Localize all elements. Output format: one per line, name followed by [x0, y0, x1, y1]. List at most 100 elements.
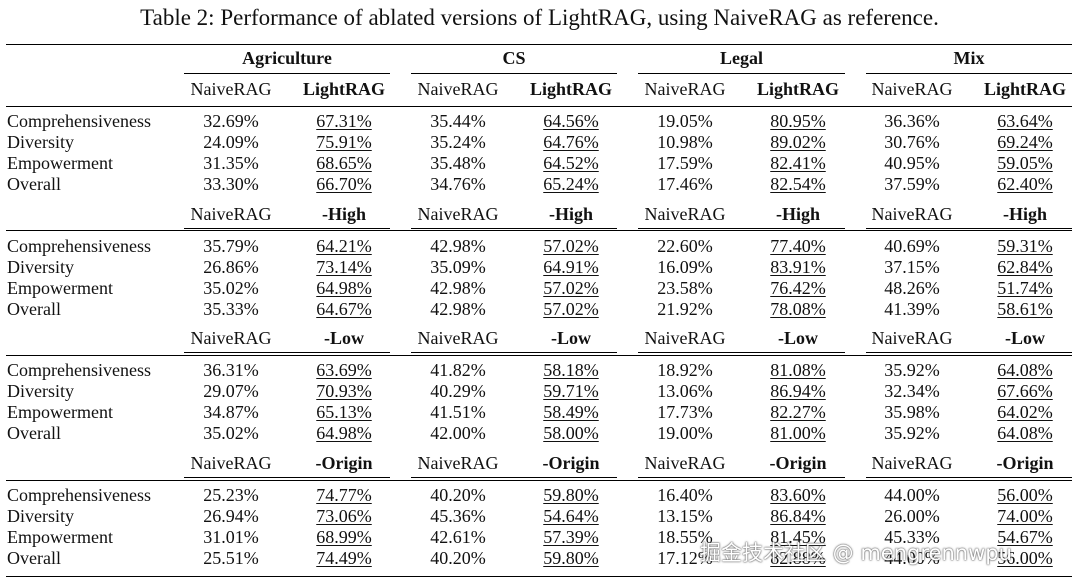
- metric-label: Comprehensiveness: [7, 360, 151, 380]
- winrate-naiverag: 40.95%: [884, 153, 940, 173]
- winrate-lightrag: 58.49%: [543, 402, 599, 422]
- winrate-naiverag: 40.69%: [884, 236, 940, 256]
- winrate-naiverag: 35.98%: [884, 402, 940, 422]
- winrate-lightrag: 70.93%: [316, 381, 372, 401]
- winrate-naiverag: 35.79%: [203, 236, 259, 256]
- winrate-lightrag: 64.56%: [543, 111, 599, 131]
- metric-label: Overall: [7, 299, 61, 319]
- winrate-naiverag: 25.23%: [203, 485, 259, 505]
- winrate-naiverag: 37.15%: [884, 257, 940, 277]
- variant-cmidrule: [866, 352, 1072, 353]
- winrate-lightrag: 65.24%: [543, 174, 599, 194]
- variant-header: -Origin: [769, 453, 827, 473]
- winrate-lightrag: 65.13%: [316, 402, 372, 422]
- winrate-naiverag: 44.00%: [884, 485, 940, 505]
- winrate-naiverag: 35.92%: [884, 423, 940, 443]
- block-rule: [6, 230, 1072, 231]
- winrate-naiverag: 17.12%: [657, 548, 713, 568]
- winrate-lightrag: 86.84%: [770, 506, 826, 526]
- domain-header: Mix: [953, 48, 985, 68]
- winrate-naiverag: 42.98%: [430, 299, 486, 319]
- metric-label: Empowerment: [7, 153, 113, 173]
- winrate-naiverag: 45.33%: [884, 527, 940, 547]
- winrate-lightrag: 83.91%: [770, 257, 826, 277]
- variant-cmidrule: [638, 228, 845, 229]
- winrate-lightrag: 63.64%: [997, 111, 1053, 131]
- variant-header: -Origin: [542, 453, 600, 473]
- winrate-naiverag: 40.20%: [430, 485, 486, 505]
- baseline-header: NaiveRAG: [417, 453, 499, 473]
- baseline-header: NaiveRAG: [190, 79, 272, 99]
- winrate-lightrag: 62.84%: [997, 257, 1053, 277]
- winrate-lightrag: 64.52%: [543, 153, 599, 173]
- winrate-lightrag: 81.45%: [770, 527, 826, 547]
- winrate-lightrag: 74.00%: [997, 506, 1053, 526]
- metric-label: Comprehensiveness: [7, 485, 151, 505]
- baseline-header: NaiveRAG: [644, 453, 726, 473]
- winrate-lightrag: 56.00%: [997, 485, 1053, 505]
- variant-header: -Low: [551, 328, 591, 348]
- block-rule: [6, 355, 1072, 356]
- winrate-lightrag: 82.54%: [770, 174, 826, 194]
- top-rule: [6, 44, 1072, 45]
- winrate-naiverag: 41.51%: [430, 402, 486, 422]
- winrate-naiverag: 41.82%: [430, 360, 486, 380]
- metric-label: Empowerment: [7, 278, 113, 298]
- variant-header: LightRAG: [756, 79, 839, 99]
- domain-cmidrule: [184, 73, 390, 74]
- metric-label: Empowerment: [7, 402, 113, 422]
- domain-header: CS: [502, 48, 526, 68]
- winrate-lightrag: 78.08%: [770, 299, 826, 319]
- winrate-naiverag: 31.35%: [203, 153, 259, 173]
- winrate-lightrag: 58.18%: [543, 360, 599, 380]
- winrate-naiverag: 42.61%: [430, 527, 486, 547]
- winrate-lightrag: 67.31%: [316, 111, 372, 131]
- winrate-naiverag: 37.59%: [884, 174, 940, 194]
- variant-cmidrule: [866, 477, 1072, 478]
- winrate-naiverag: 35.33%: [203, 299, 259, 319]
- winrate-naiverag: 48.26%: [884, 278, 940, 298]
- winrate-naiverag: 44.00%: [884, 548, 940, 568]
- winrate-lightrag: 57.39%: [543, 527, 599, 547]
- winrate-lightrag: 64.91%: [543, 257, 599, 277]
- baseline-header: NaiveRAG: [871, 79, 953, 99]
- variant-header: LightRAG: [529, 79, 612, 99]
- variant-header: -High: [1002, 204, 1047, 224]
- baseline-header: NaiveRAG: [644, 328, 726, 348]
- winrate-lightrag: 59.80%: [543, 548, 599, 568]
- winrate-lightrag: 89.02%: [770, 132, 826, 152]
- winrate-naiverag: 33.30%: [203, 174, 259, 194]
- winrate-lightrag: 57.02%: [543, 299, 599, 319]
- winrate-lightrag: 81.00%: [770, 423, 826, 443]
- winrate-lightrag: 57.02%: [543, 278, 599, 298]
- winrate-lightrag: 82.88%: [770, 548, 826, 568]
- winrate-lightrag: 73.06%: [316, 506, 372, 526]
- winrate-naiverag: 32.34%: [884, 381, 940, 401]
- winrate-lightrag: 69.24%: [997, 132, 1053, 152]
- winrate-naiverag: 16.40%: [657, 485, 713, 505]
- winrate-naiverag: 40.20%: [430, 548, 486, 568]
- winrate-lightrag: 74.49%: [316, 548, 372, 568]
- winrate-lightrag: 63.69%: [316, 360, 372, 380]
- winrate-lightrag: 66.70%: [316, 174, 372, 194]
- winrate-naiverag: 16.09%: [657, 257, 713, 277]
- winrate-naiverag: 32.69%: [203, 111, 259, 131]
- watermark: 掘金技术社区 @ mengrennwpu: [700, 541, 1012, 565]
- table-caption: Table 2: Performance of ablated versions…: [140, 5, 939, 30]
- winrate-naiverag: 13.06%: [657, 381, 713, 401]
- variant-header: -High: [548, 204, 593, 224]
- variant-cmidrule: [638, 352, 845, 353]
- baseline-header: NaiveRAG: [871, 204, 953, 224]
- winrate-lightrag: 68.99%: [316, 527, 372, 547]
- winrate-naiverag: 22.60%: [657, 236, 713, 256]
- metric-label: Empowerment: [7, 527, 113, 547]
- baseline-header: NaiveRAG: [644, 79, 726, 99]
- domain-header: Legal: [720, 48, 763, 68]
- variant-header: -Low: [1005, 328, 1045, 348]
- variant-header: -High: [775, 204, 820, 224]
- metric-label: Overall: [7, 548, 61, 568]
- header-rule: [6, 106, 1072, 107]
- winrate-lightrag: 73.14%: [316, 257, 372, 277]
- winrate-naiverag: 24.09%: [203, 132, 259, 152]
- variant-header: LightRAG: [302, 79, 385, 99]
